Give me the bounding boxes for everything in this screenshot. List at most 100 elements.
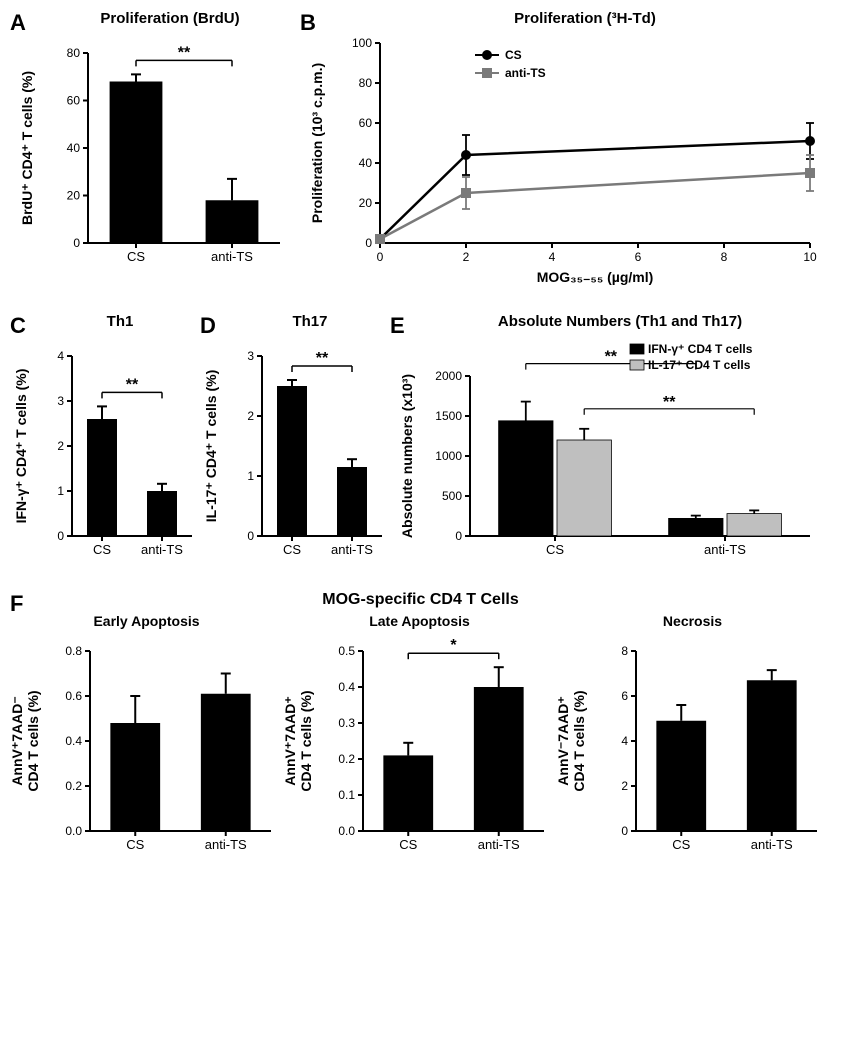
row-2: C Th1 01234IFN-γ⁺ CD4⁺ T cells (%)CSanti… xyxy=(10,313,831,571)
panel-f1: Early Apoptosis 0.0 0.2 0.4 0.6 0.8 AnnV⁺7AAD… xyxy=(10,613,283,866)
svg-text:60: 60 xyxy=(359,116,373,130)
svg-text:Absolute numbers (x10³): Absolute numbers (x10³) xyxy=(399,374,415,538)
svg-text:CS: CS xyxy=(126,837,144,852)
svg-text:0.0: 0.0 xyxy=(338,824,355,838)
svg-text:2: 2 xyxy=(247,409,254,423)
panel-a: A Proliferation (BrdU) 020406080BrdU⁺ CD… xyxy=(10,10,300,293)
svg-text:40: 40 xyxy=(67,141,81,155)
svg-text:0: 0 xyxy=(365,236,372,250)
svg-text:2: 2 xyxy=(57,439,64,453)
panel-d: D Th17 0123IL-17⁺ CD4⁺ T cells (%)CSanti… xyxy=(200,313,390,571)
svg-text:CS: CS xyxy=(546,542,564,557)
svg-text:anti-TS: anti-TS xyxy=(478,837,520,852)
svg-text:CS: CS xyxy=(399,837,417,852)
chart-title-e: Absolute Numbers (Th1 and Th17) xyxy=(420,313,820,330)
svg-text:CS: CS xyxy=(505,48,522,62)
svg-text:80: 80 xyxy=(67,46,81,60)
svg-text:500: 500 xyxy=(442,489,462,503)
panel-label-c: C xyxy=(10,313,26,339)
svg-text:6: 6 xyxy=(621,689,628,703)
svg-text:80: 80 xyxy=(359,76,373,90)
panel-e: E Absolute Numbers (Th1 and Th17) 050010… xyxy=(390,313,820,571)
chart-title-f1: Early Apoptosis xyxy=(10,613,283,629)
chart-title-f2: Late Apoptosis xyxy=(283,613,556,629)
svg-text:IL-17⁺ CD4⁺ T cells (%): IL-17⁺ CD4⁺ T cells (%) xyxy=(203,370,219,522)
svg-text:AnnV⁺7AAD⁻CD4 T cells (%): AnnV⁺7AAD⁻CD4 T cells (%) xyxy=(10,690,41,791)
svg-text:*: * xyxy=(450,637,457,654)
svg-text:2: 2 xyxy=(463,250,470,264)
panel-label-d: D xyxy=(200,313,216,339)
svg-text:3: 3 xyxy=(57,394,64,408)
svg-text:anti-TS: anti-TS xyxy=(704,542,746,557)
svg-text:3: 3 xyxy=(247,349,254,363)
svg-text:anti-TS: anti-TS xyxy=(205,837,247,852)
svg-text:0.3: 0.3 xyxy=(338,716,355,730)
svg-text:0.1: 0.1 xyxy=(338,788,355,802)
svg-text:AnnV⁺7AAD⁺CD4 T cells (%): AnnV⁺7AAD⁺CD4 T cells (%) xyxy=(283,690,314,791)
svg-text:100: 100 xyxy=(352,36,372,50)
svg-text:0.4: 0.4 xyxy=(65,734,82,748)
chart-title-b: Proliferation (³H-Td) xyxy=(340,10,830,27)
svg-text:IL-17⁺ CD4 T cells: IL-17⁺ CD4 T cells xyxy=(648,358,751,372)
svg-text:anti-TS: anti-TS xyxy=(211,249,253,264)
svg-text:10: 10 xyxy=(803,250,817,264)
svg-text:**: ** xyxy=(663,394,676,411)
svg-text:0.0: 0.0 xyxy=(65,824,82,838)
svg-text:2000: 2000 xyxy=(435,369,462,383)
svg-text:CS: CS xyxy=(93,542,111,557)
chart-f2: 0.0 0.1 0.2 0.3 0.4 0.5 AnnV⁺7AAD⁺CD4 T cells … xyxy=(283,631,556,861)
panel-f3: Necrosis 02468AnnV⁻7AAD⁺CD4 T cells (%)C… xyxy=(556,613,829,866)
section-title-f: MOG-specific CD4 T Cells xyxy=(10,591,831,609)
panel-label-b: B xyxy=(300,10,316,36)
svg-text:0.4: 0.4 xyxy=(338,680,355,694)
svg-text:MOG₃₅₋₅₅ (µg/ml): MOG₃₅₋₅₅ (µg/ml) xyxy=(537,269,654,285)
svg-text:IFN-γ⁺ CD4 T cells: IFN-γ⁺ CD4 T cells xyxy=(648,342,753,356)
chart-e: 0500100015002000Absolute numbers (x10³)C… xyxy=(390,336,820,566)
svg-text:0: 0 xyxy=(73,236,80,250)
svg-text:1: 1 xyxy=(247,469,254,483)
svg-text:4: 4 xyxy=(549,250,556,264)
svg-text:0.8: 0.8 xyxy=(65,644,82,658)
svg-text:anti-TS: anti-TS xyxy=(331,542,373,557)
panel-b: B Proliferation (³H-Td) 0204060801000246… xyxy=(300,10,830,293)
svg-text:0: 0 xyxy=(621,824,628,838)
chart-title-a: Proliferation (BrdU) xyxy=(40,10,300,27)
svg-text:BrdU⁺ CD4⁺ T cells (%): BrdU⁺ CD4⁺ T cells (%) xyxy=(19,71,35,225)
svg-text:0.2: 0.2 xyxy=(338,752,355,766)
svg-text:0.6: 0.6 xyxy=(65,689,82,703)
svg-text:0: 0 xyxy=(455,529,462,543)
svg-text:CS: CS xyxy=(283,542,301,557)
svg-text:60: 60 xyxy=(67,94,81,108)
svg-text:1500: 1500 xyxy=(435,409,462,423)
chart-f3: 02468AnnV⁻7AAD⁺CD4 T cells (%)CSanti-TS xyxy=(556,631,829,861)
chart-title-c: Th1 xyxy=(40,313,200,330)
panel-label-e: E xyxy=(390,313,405,339)
figure-root: A Proliferation (BrdU) 020406080BrdU⁺ CD… xyxy=(10,10,831,866)
row-3: F MOG-specific CD4 T Cells Early Apoptos… xyxy=(10,591,831,866)
chart-f1: 0.0 0.2 0.4 0.6 0.8 AnnV⁺7AAD⁻CD4 T cells (%)… xyxy=(10,631,283,861)
svg-text:4: 4 xyxy=(57,349,64,363)
svg-text:8: 8 xyxy=(721,250,728,264)
svg-text:0: 0 xyxy=(247,529,254,543)
svg-text:0.2: 0.2 xyxy=(65,779,82,793)
svg-text:4: 4 xyxy=(621,734,628,748)
svg-text:**: ** xyxy=(178,44,191,61)
svg-text:CS: CS xyxy=(672,837,690,852)
svg-text:anti-TS: anti-TS xyxy=(751,837,793,852)
svg-text:Proliferation (10³ c.p.m.): Proliferation (10³ c.p.m.) xyxy=(309,63,325,223)
svg-text:anti-TS: anti-TS xyxy=(505,66,546,80)
chart-title-f3: Necrosis xyxy=(556,613,829,629)
svg-text:CS: CS xyxy=(127,249,145,264)
svg-text:AnnV⁻7AAD⁺CD4 T cells (%): AnnV⁻7AAD⁺CD4 T cells (%) xyxy=(556,690,587,791)
svg-text:0.5: 0.5 xyxy=(338,644,355,658)
svg-text:**: ** xyxy=(605,349,618,366)
svg-text:0: 0 xyxy=(377,250,384,264)
svg-text:20: 20 xyxy=(359,196,373,210)
chart-a: 0 20 40 60 80 BrdU⁺ CD4⁺ T cells (%) CS anti-TS… xyxy=(10,33,300,273)
svg-text:anti-TS: anti-TS xyxy=(141,542,183,557)
svg-text:**: ** xyxy=(126,376,139,393)
chart-c: 01234IFN-γ⁺ CD4⁺ T cells (%)CSanti-TS** xyxy=(10,336,200,566)
svg-text:20: 20 xyxy=(67,189,81,203)
svg-text:**: ** xyxy=(316,350,329,367)
chart-d: 0 1 2 3 IL-17⁺ CD4⁺ T cells (%) CS anti-TS ** xyxy=(200,336,390,566)
